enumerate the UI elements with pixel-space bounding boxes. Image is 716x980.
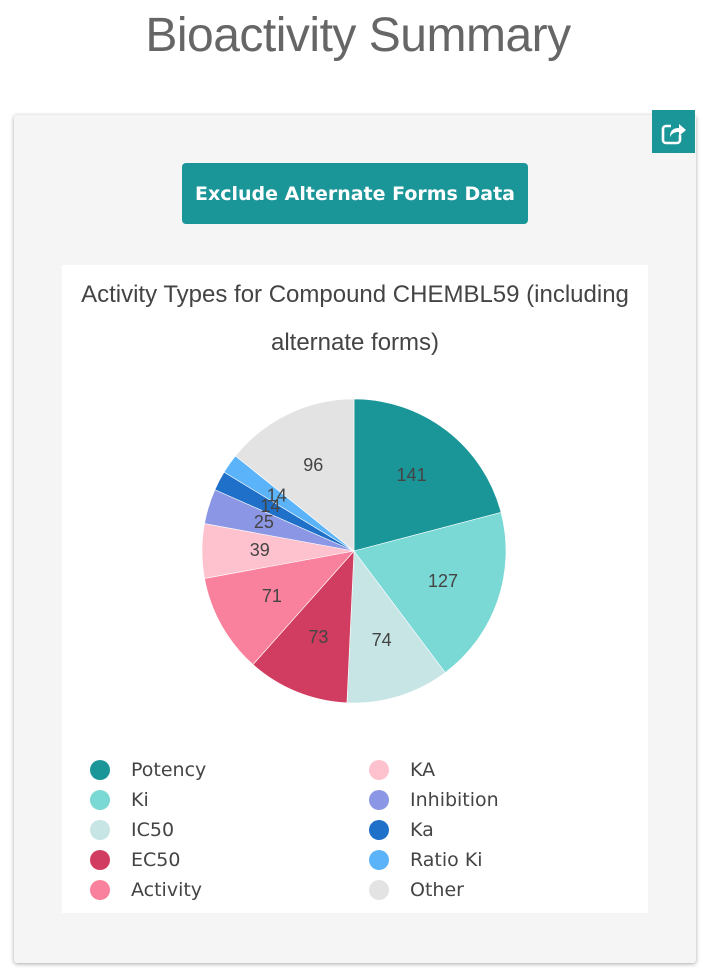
chart-panel: Activity Types for Compound CHEMBL59 (in… — [62, 265, 648, 913]
pie-slice-ec50[interactable] — [252, 550, 355, 704]
legend-swatch — [90, 850, 110, 870]
legend-label: KA — [410, 759, 436, 781]
legend-swatch — [369, 820, 389, 840]
page-title: Bioactivity Summary — [145, 9, 571, 62]
pie-slice-value-label: 141 — [397, 465, 427, 485]
legend-swatch — [90, 790, 110, 810]
legend-label: Potency — [131, 759, 207, 781]
legend-label: Inhibition — [410, 789, 499, 811]
legend-swatch — [369, 760, 389, 780]
legend-label: EC50 — [131, 849, 181, 871]
pie-slice-value-label: 71 — [262, 586, 282, 606]
pie-slice-value-label: 39 — [250, 540, 270, 560]
legend-label: Ka — [410, 819, 434, 841]
legend-label: Activity — [131, 879, 203, 901]
pie-slice-value-label: 73 — [308, 627, 328, 647]
chart-title: Activity Types for Compound CHEMBL59 (in… — [81, 281, 629, 356]
legend-item-ic50[interactable]: IC50 — [90, 815, 174, 845]
bioactivity-card: Exclude Alternate Forms Data Activity Ty… — [14, 110, 696, 963]
legend-swatch — [369, 790, 389, 810]
legend-swatch — [90, 760, 110, 780]
legend-swatch — [369, 880, 389, 900]
legend-item-inhibition[interactable]: Inhibition — [369, 785, 499, 815]
pie-slice-value-label: 14 — [260, 496, 280, 516]
legend-label: Ratio Ki — [410, 849, 483, 871]
legend-item-ka[interactable]: Ka — [369, 815, 434, 845]
pie-slice-value-label: 96 — [303, 455, 323, 475]
legend-swatch — [90, 880, 110, 900]
pie-slice-ic50[interactable] — [346, 550, 446, 704]
legend-label: Ki — [131, 789, 149, 811]
pie-slice-value-label: 25 — [254, 512, 274, 532]
legend-item-ec50[interactable]: EC50 — [90, 845, 180, 875]
legend-swatch — [369, 850, 389, 870]
pie-slice-value-label: 74 — [372, 630, 392, 650]
share-button[interactable] — [652, 110, 695, 153]
legend-label: IC50 — [131, 819, 175, 841]
legend-item-ratio-ki[interactable]: Ratio Ki — [369, 845, 483, 875]
legend-item-ka[interactable]: KA — [369, 755, 435, 785]
pie-slice-ki[interactable] — [353, 512, 507, 674]
legend-item-potency[interactable]: Potency — [90, 755, 206, 785]
legend-swatch — [90, 820, 110, 840]
pie-slice-value-label: 14 — [267, 486, 287, 506]
legend-item-activity[interactable]: Activity — [90, 875, 202, 905]
share-icon — [661, 122, 687, 144]
legend-label: Other — [410, 879, 464, 901]
exclude-alternate-forms-button[interactable]: Exclude Alternate Forms Data — [182, 163, 528, 224]
pie-slice-value-label: 127 — [428, 571, 458, 591]
pie-slice-potency[interactable] — [353, 398, 502, 552]
legend-item-ki[interactable]: Ki — [90, 785, 149, 815]
legend-item-other[interactable]: Other — [369, 875, 464, 905]
pie-slice-activity[interactable] — [204, 550, 355, 665]
pie-slice-other[interactable] — [234, 398, 355, 552]
